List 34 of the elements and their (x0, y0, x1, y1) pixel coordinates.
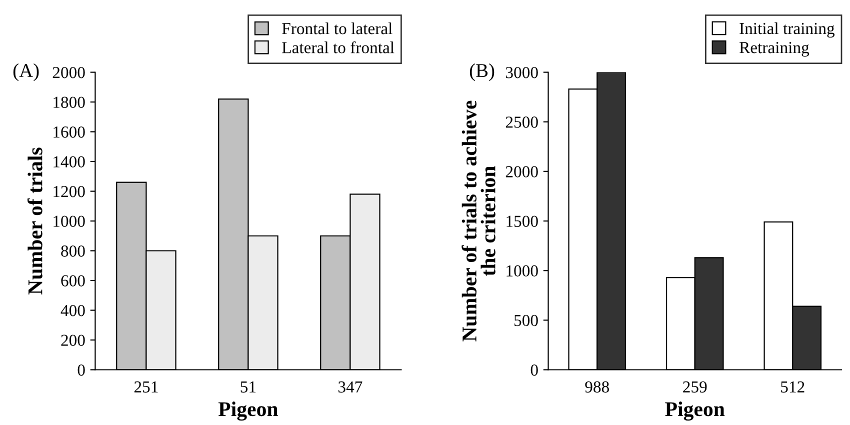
y-tick-label: 0 (530, 364, 538, 376)
y-tick-label: 200 (61, 334, 85, 346)
x-tick-label: 51 (240, 381, 256, 393)
y-tick-label: 1200 (54, 186, 85, 198)
legend-label: Retraining (740, 42, 810, 57)
y-tick-label: 1500 (506, 216, 538, 227)
y-tick-label: 1400 (54, 156, 85, 168)
x-tick-label: 347 (338, 381, 362, 393)
x-tick-label: 512 (781, 381, 804, 393)
x-tick-label: 988 (585, 381, 609, 393)
x-tick-label: 251 (134, 381, 158, 393)
y-tick-label: 0 (78, 364, 85, 376)
y-tick-label: 1000 (54, 216, 85, 227)
legend-label: Frontal to lateral (282, 22, 392, 34)
y-tick-label: 3000 (506, 66, 538, 78)
y-tick-label: 800 (61, 245, 85, 257)
x-axis-title: Pigeon (218, 402, 278, 421)
y-tick-label: 1000 (506, 265, 538, 277)
y-tick-label: 2000 (52, 66, 85, 78)
y-tick-label: 600 (61, 275, 85, 286)
x-axis-title: Pigeon (665, 402, 725, 421)
legend-label: Lateral to frontal (282, 41, 394, 54)
y-tick-label: 1800 (54, 96, 85, 108)
y-tick-label: 2000 (506, 166, 538, 178)
legend-label: Initial training (740, 22, 835, 38)
chart-title: (A) (13, 63, 39, 82)
y-tick-label: 500 (514, 314, 538, 326)
y-tick-label: 1600 (54, 126, 85, 138)
y-axis-title: Number of trials to achieve the criterion (462, 100, 496, 342)
y-tick-label: 400 (60, 304, 85, 316)
y-axis-title: Number of trials (27, 148, 42, 294)
x-tick-label: 259 (683, 381, 707, 393)
y-tick-label: 2500 (506, 116, 538, 128)
chart-title: (B) (470, 63, 494, 82)
